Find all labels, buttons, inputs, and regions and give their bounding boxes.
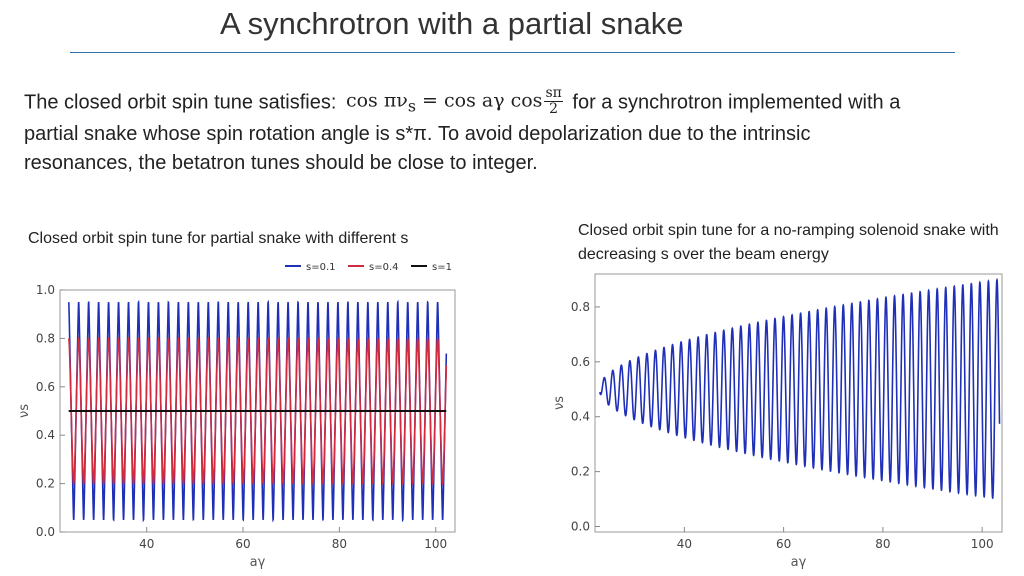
x-tick-label: 60 (235, 537, 250, 551)
y-axis-label: νs (552, 396, 567, 410)
x-axis-label: aγ (791, 555, 807, 570)
series-line-spin-tune (599, 277, 1001, 499)
formula-subscript: s (407, 96, 416, 116)
x-tick-label: 80 (332, 537, 347, 551)
y-tick-label: 1.0 (36, 283, 55, 297)
y-tick-label: 0.4 (571, 410, 590, 424)
slide-title: A synchrotron with a partial snake (220, 6, 684, 41)
plot-frame (59, 289, 456, 533)
y-tick-label: 0.0 (571, 520, 590, 534)
legend-label: s=1 (432, 262, 452, 273)
partial-snake-chart: 40 60 80 100 0.0 0.2 0.4 0.6 0.8 1.0 aγ νs s=0.1 s=0.… (17, 262, 456, 570)
x-tick-label: 60 (776, 537, 791, 551)
paragraph-rest: implemented with a partial snake whose s… (24, 91, 901, 175)
series-line-s0.4 (67, 336, 448, 486)
x-tick-label: 100 (971, 537, 994, 551)
legend-label: s=0.1 (306, 262, 336, 273)
title-divider (70, 52, 955, 53)
x-tick-label: 40 (677, 537, 692, 551)
solenoid-snake-chart: 40 60 80 100 0.0 0.2 0.4 0.6 0.8 aγ νs (552, 273, 1003, 570)
spin-tune-formula: cos πνs = cos aγ cos sπ 2 (346, 86, 563, 120)
formula-fraction: sπ 2 (544, 85, 563, 117)
body-paragraph: The closed orbit spin tune satisfies: co… (24, 86, 924, 178)
x-tick-label: 40 (139, 537, 154, 551)
fraction-numerator: sπ (544, 85, 563, 102)
fraction-denominator: 2 (549, 101, 559, 117)
formula-lhs: cos πν (345, 89, 408, 112)
y-tick-label: 0.8 (36, 331, 55, 345)
legend-label: s=0.4 (369, 262, 399, 273)
y-tick-label: 0.2 (36, 477, 55, 491)
formula-mid: = cos aγ cos (416, 89, 543, 112)
paragraph-after-formula: for a synchrotron (572, 91, 723, 114)
y-tick-label: 0.2 (571, 465, 590, 479)
y-tick-label: 0.0 (36, 525, 55, 539)
y-tick-label: 0.6 (36, 380, 55, 394)
y-tick-label: 0.8 (571, 300, 590, 314)
y-tick-label: 0.6 (571, 355, 590, 369)
plot-frame (594, 273, 1003, 533)
paragraph-lead: The closed orbit spin tune satisfies: (24, 91, 337, 114)
x-tick-label: 80 (875, 537, 890, 551)
y-tick-label: 0.4 (36, 428, 55, 442)
y-axis-label: νs (17, 404, 32, 418)
left-chart-caption: Closed orbit spin tune for partial snake… (28, 230, 409, 247)
right-chart-caption: Closed orbit spin tune for a no-ramping … (578, 222, 999, 263)
x-axis-label: aγ (250, 555, 266, 570)
x-tick-label: 100 (424, 537, 447, 551)
